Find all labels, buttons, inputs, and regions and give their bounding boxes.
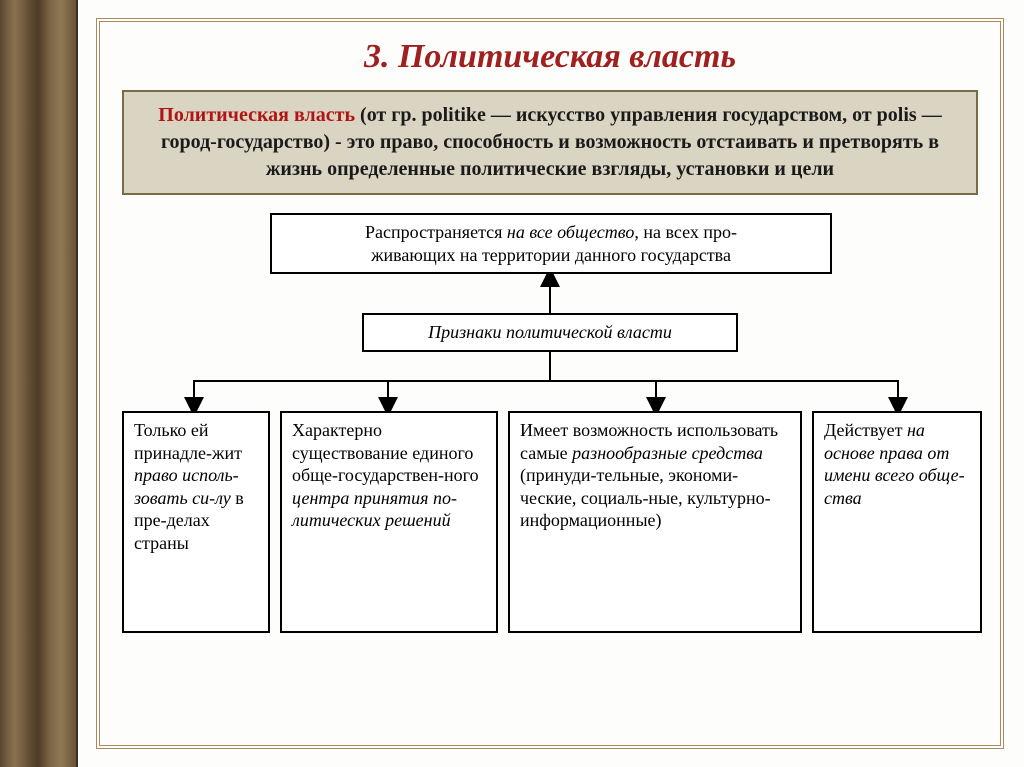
diagram-leaf-2: Имеет возможность использовать самые раз… [508,411,802,633]
slide-title: 3. Политическая власть [122,38,978,76]
diagram-leaf-1: Характерно существование единого обще-го… [280,411,498,633]
diagram-leaf-0: Только ей принадле-жит право исполь-зова… [122,411,270,633]
definition-term: Политическая власть [158,104,355,126]
slide-page: 3. Политическая власть Политическая влас… [78,0,1024,767]
definition-box: Политическая власть (от гр. politike — и… [122,90,978,195]
diagram-center-box: Признаки политической власти [362,313,738,352]
diagram-top-box: Распространяется на все общество, на все… [270,213,832,274]
diagram-canvas: Распространяется на все общество, на все… [122,213,978,643]
decorative-left-strip [0,0,78,767]
diagram-leaf-3: Действует на основе права от имени всего… [812,411,982,633]
slide-frame: 3. Политическая власть Политическая влас… [96,18,1004,749]
